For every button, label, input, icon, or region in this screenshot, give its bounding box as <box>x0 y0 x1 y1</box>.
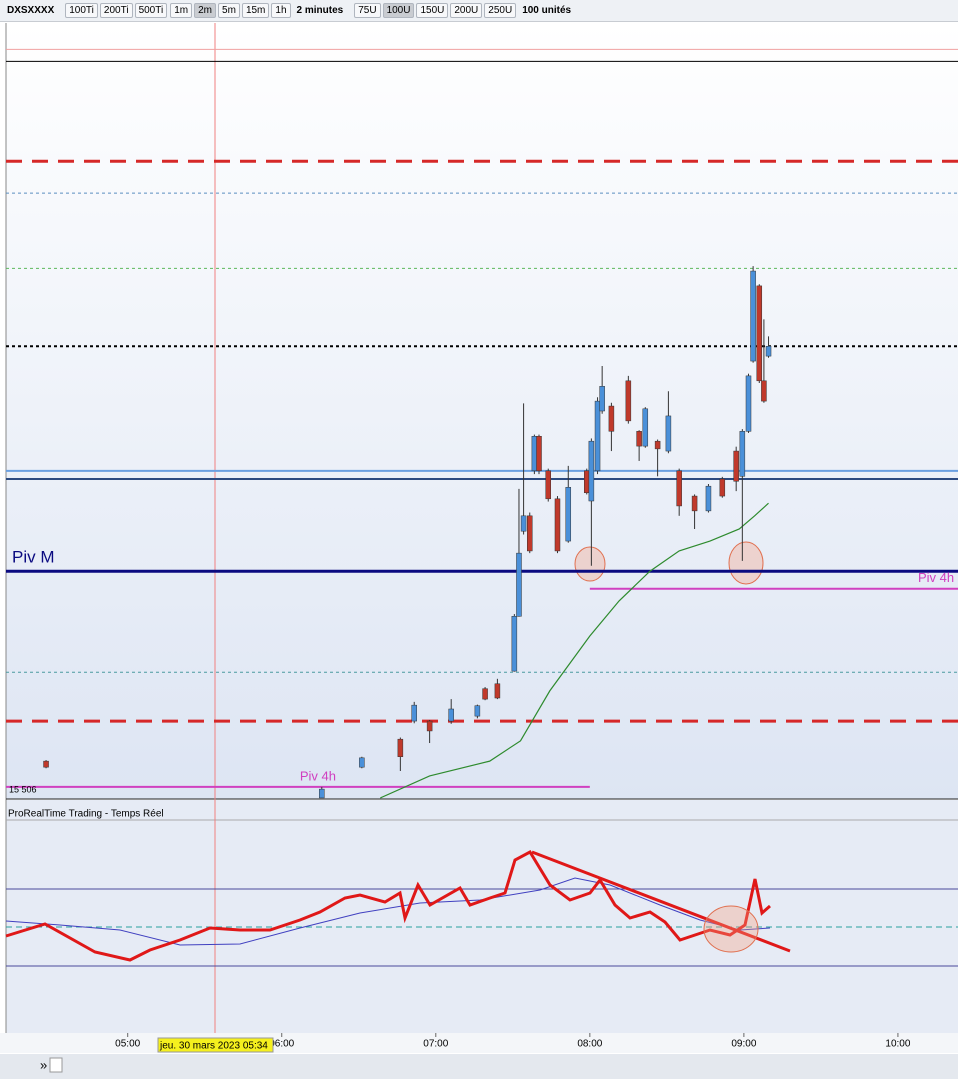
candle-body <box>527 515 533 552</box>
candle-body <box>756 285 763 382</box>
highlight-circle <box>574 546 606 582</box>
candle-body <box>397 738 404 757</box>
signal-line <box>5 877 771 946</box>
candle-body <box>565 487 572 542</box>
candle-body <box>511 616 518 672</box>
candle-body <box>750 270 756 362</box>
tick-buttons: 100Ti 200Ti 500Ti <box>65 3 168 18</box>
candle-body <box>588 440 595 502</box>
unit-buttons: 75U 100U 150U 200U 250U <box>354 3 517 18</box>
candle-body <box>691 495 698 512</box>
candle-body <box>359 757 365 768</box>
candle-body <box>43 760 49 768</box>
candle-body <box>733 450 739 482</box>
highlight-circle <box>728 541 764 585</box>
toolbar-button[interactable]: 200Ti <box>99 3 133 18</box>
x-tick-label: 05:00 <box>115 1039 140 1050</box>
moving-average <box>380 502 769 799</box>
x-tick-label: 07:00 <box>423 1039 448 1050</box>
candle-body <box>584 470 590 494</box>
candle-body <box>319 788 325 799</box>
period-select[interactable]: 2 minutes <box>296 5 344 16</box>
time-buttons: 1m 2m 5m 15m 1h <box>170 3 291 18</box>
scrollbar[interactable] <box>0 1054 958 1079</box>
candle-body <box>719 478 726 497</box>
candle-body <box>554 498 561 552</box>
candle-body <box>594 400 601 472</box>
toolbar-button[interactable]: 1h <box>271 3 291 18</box>
oscillator-line <box>5 850 771 962</box>
toolbar-button[interactable]: 2m <box>194 3 217 18</box>
candle-body <box>745 375 752 432</box>
candle-body <box>426 720 433 732</box>
candle-body <box>705 485 712 512</box>
y-tick-label: 15 506 <box>9 784 37 794</box>
candle-body <box>765 345 772 357</box>
toolbar-button[interactable]: 200U <box>450 3 483 18</box>
candle-body <box>739 431 746 477</box>
x-tick-label: 06:00 <box>269 1039 294 1050</box>
candle-body <box>636 431 642 447</box>
toolbar-button[interactable]: 500Ti <box>134 3 168 18</box>
units-select[interactable]: 100 unités <box>522 5 572 16</box>
level-label: Piv 4h <box>918 570 954 585</box>
candle-body <box>642 408 649 447</box>
highlight-circle <box>703 905 759 953</box>
toolbar-button[interactable]: 100U <box>382 3 415 18</box>
candle-body <box>665 415 672 452</box>
level-label: Piv M <box>12 548 55 567</box>
toolbar: DXSXXXX 100Ti 200Ti 500Ti 1m 2m 5m 15m 1h 2 mi… <box>0 0 958 22</box>
candle-body <box>761 380 767 402</box>
candle-body <box>536 435 542 472</box>
x-tick-label: 09:00 <box>731 1039 756 1050</box>
candle-body <box>474 705 481 717</box>
candle-body <box>482 688 488 700</box>
candle-body <box>531 435 538 472</box>
x-axis <box>0 1033 958 1053</box>
candle-body <box>654 440 661 450</box>
candle-body <box>625 380 632 422</box>
candle-body <box>608 405 615 432</box>
level-label: Piv 4h <box>300 768 336 783</box>
toolbar-button[interactable]: 150U <box>416 3 449 18</box>
candle-body <box>676 470 682 507</box>
cursor-label: jeu. 30 mars 2023 05:34 <box>159 1041 268 1052</box>
scroll-icon[interactable]: » <box>40 1057 47 1072</box>
x-tick-label: 10:00 <box>885 1039 910 1050</box>
instrument-select[interactable]: DXSXXXX <box>7 5 55 16</box>
toolbar-button[interactable]: 75U <box>354 3 381 18</box>
price-plot <box>6 48 958 799</box>
scroll-left[interactable] <box>49 1057 63 1073</box>
subtitle: ProRealTime Trading - Temps Réel <box>8 809 164 820</box>
candle-body <box>448 708 454 722</box>
toolbar-button[interactable]: 1m <box>170 3 193 18</box>
x-tick-label: 08:00 <box>577 1039 602 1050</box>
toolbar-button[interactable]: 100Ti <box>65 3 98 18</box>
candle-body <box>545 470 551 500</box>
indicator <box>5 850 958 967</box>
candle-body <box>516 552 522 617</box>
cursor-label-bg <box>157 1037 274 1053</box>
toolbar-button[interactable]: 5m <box>218 3 240 18</box>
indicator-panel <box>6 800 958 1033</box>
price-panel <box>6 23 958 799</box>
toolbar-button[interactable]: 250U <box>484 3 517 18</box>
toolbar-button[interactable]: 15m <box>241 3 270 18</box>
candle-body <box>520 515 527 532</box>
candle-body <box>599 386 605 412</box>
candle-body <box>494 683 501 699</box>
candle-body <box>411 704 417 722</box>
trend-line <box>531 850 791 953</box>
